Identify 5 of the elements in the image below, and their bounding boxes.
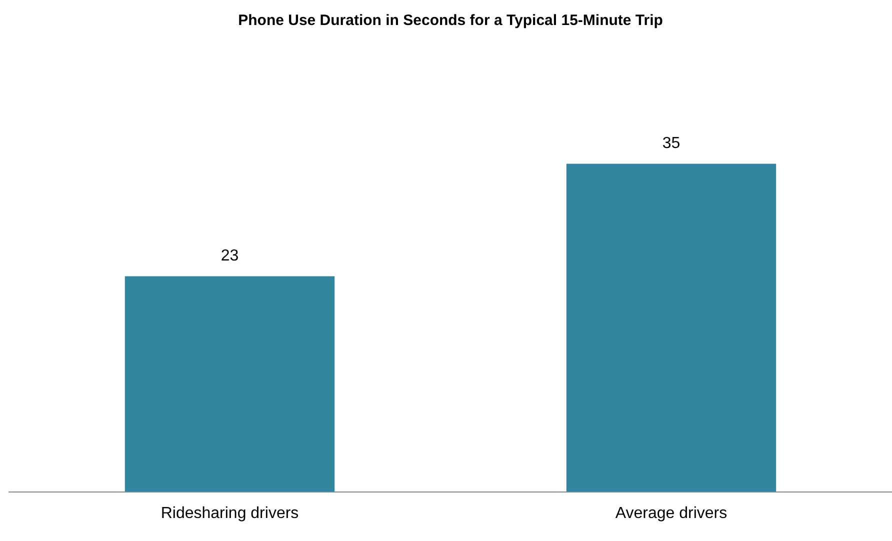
data-label: 35 [662,135,680,152]
x-tick-label: Ridesharing drivers [160,504,299,522]
chart-title: Phone Use Duration in Seconds for a Typical 15-Minute Trip [238,12,663,30]
data-label: 23 [220,248,239,265]
x-tick-label: Average drivers [615,504,728,522]
